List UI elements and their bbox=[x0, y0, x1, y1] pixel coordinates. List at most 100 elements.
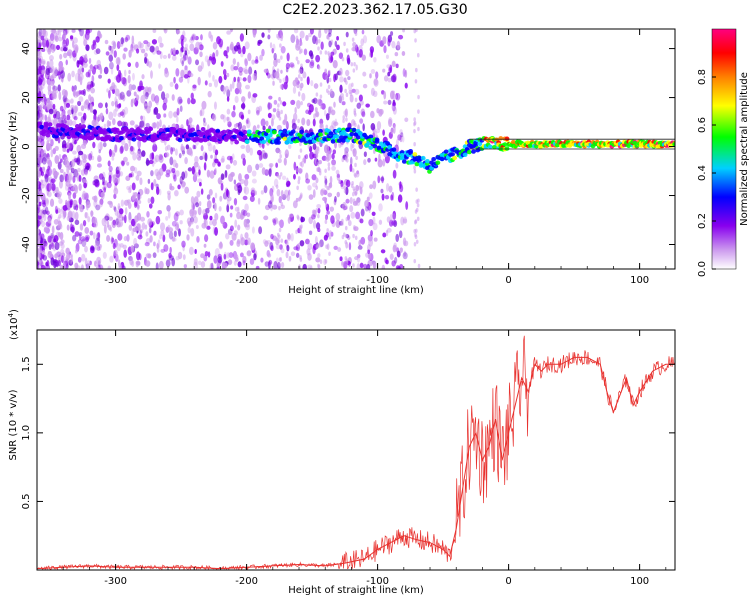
spectrogram-noise-cell bbox=[72, 184, 78, 192]
spectrogram-noise-cell bbox=[247, 91, 252, 99]
spectrogram-noise-cell bbox=[244, 232, 249, 239]
spectrogram-noise-cell bbox=[47, 165, 51, 171]
spectrogram-noise-cell bbox=[319, 123, 323, 129]
spectrogram-noise-cell bbox=[59, 168, 64, 174]
spectrogram-noise-cell bbox=[136, 193, 142, 200]
spectrogram-noise-cell bbox=[47, 217, 52, 224]
spectrogram-noise-cell bbox=[154, 154, 160, 163]
spectrogram-noise-cell bbox=[59, 180, 63, 189]
spectrogram-noise-cell bbox=[116, 74, 122, 83]
spectrogram-noise-cell bbox=[272, 43, 276, 52]
spectrogram-noise-cell bbox=[374, 131, 378, 139]
spectrogram-noise-cell bbox=[47, 84, 52, 92]
snr-y-scale-prefix: (x10 bbox=[9, 317, 20, 340]
spectrogram-noise-cell bbox=[89, 260, 92, 266]
spectrogram-noise-cell bbox=[341, 96, 345, 101]
spectrogram-x-ticks: -300 -200 -100 0 100 bbox=[36, 29, 667, 286]
spectrogram-noise-cell bbox=[227, 121, 232, 128]
spectrogram-noise-cell bbox=[214, 158, 219, 164]
spectrogram-noise-cell bbox=[365, 206, 369, 212]
spectrogram-noise-cell bbox=[158, 188, 162, 196]
spectrogram-noise-cell bbox=[328, 69, 331, 75]
spectrogram-noise-cell bbox=[67, 109, 73, 116]
spectrogram-noise-cell bbox=[390, 128, 394, 135]
spectrogram-noise-cell bbox=[395, 63, 399, 69]
spectrogram-noise-cell bbox=[84, 211, 88, 219]
spectrogram-noise-cell bbox=[115, 57, 121, 65]
spectrogram-noise-cell bbox=[119, 208, 124, 215]
spectrogram-noise-cell bbox=[85, 193, 89, 201]
spectrogram-noise-cell bbox=[220, 158, 225, 163]
spectrogram-noise-cell bbox=[207, 251, 211, 258]
spectrogram-noise-cell bbox=[278, 206, 281, 211]
spectrogram-noise-cell bbox=[73, 156, 77, 161]
spectrogram-noise-cell bbox=[272, 218, 277, 226]
spectrogram-noise-cell bbox=[363, 151, 367, 158]
spectrogram-noise-cell bbox=[226, 200, 230, 206]
spectrogram-noise-cell bbox=[296, 214, 300, 220]
spectrogram-noise-cell bbox=[144, 91, 149, 100]
spectrogram-noise-cell bbox=[325, 113, 330, 121]
spectrogram-noise-cell bbox=[249, 147, 254, 156]
spectrogram-noise-cell bbox=[413, 29, 417, 34]
spectrogram-noise-cell bbox=[382, 68, 386, 73]
spectrogram-noise-cell bbox=[91, 119, 97, 127]
spectrogram-noise-cell bbox=[207, 200, 212, 209]
spectrogram-noise-cell bbox=[327, 166, 331, 171]
spectrogram-noise-cell bbox=[288, 213, 294, 218]
spectrogram-noise-cell bbox=[297, 60, 300, 65]
spectrogram-noise-cell bbox=[75, 171, 79, 179]
spectrogram-noise-cell bbox=[217, 177, 223, 185]
spectrogram-noise-cell bbox=[147, 61, 153, 68]
spectrogram-noise-cell bbox=[299, 148, 303, 153]
spectrogram-noise-cell bbox=[256, 149, 262, 156]
spectrogram-noise-cell bbox=[362, 83, 368, 89]
spectrogram-noise-cell bbox=[52, 168, 57, 176]
spectrogram-noise-cell bbox=[229, 155, 233, 164]
spectrogram-noise-cell bbox=[77, 167, 81, 173]
spectrogram-noise-cell bbox=[166, 204, 171, 212]
spectrogram-noise-cell bbox=[54, 241, 60, 251]
spectrogram-ridge-cell bbox=[349, 131, 355, 137]
spectrogram-noise-cell bbox=[270, 193, 275, 202]
spectrogram-noise-cell bbox=[130, 99, 134, 108]
spectrogram-noise-cell bbox=[72, 234, 77, 242]
spectrogram-noise-cell bbox=[232, 80, 235, 89]
spectrogram-noise-cell bbox=[295, 56, 299, 61]
spectrogram-noise-cell bbox=[392, 169, 397, 179]
spectrogram-noise-cell bbox=[165, 226, 170, 233]
spectrogram-noise-cell bbox=[331, 165, 336, 171]
spectrogram-noise-cell bbox=[199, 109, 203, 117]
spectrogram-noise-cell bbox=[359, 218, 364, 224]
spectrogram-noise-cell bbox=[351, 82, 354, 88]
spectrogram-noise-cell bbox=[108, 111, 114, 120]
spectrogram-noise-cell bbox=[184, 186, 190, 194]
spectrogram-noise-cell bbox=[361, 29, 365, 35]
spectrogram-noise-cell bbox=[121, 160, 125, 167]
spectrogram-noise-cell bbox=[137, 199, 142, 205]
spectrogram-noise-cell bbox=[37, 195, 41, 202]
spectrogram-noise-cell bbox=[130, 165, 136, 172]
spectrogram-noise-cell bbox=[74, 46, 79, 54]
spectrogram-noise-cell bbox=[186, 148, 190, 155]
spectrogram-noise-cell bbox=[105, 212, 110, 220]
spectrogram-noise-cell bbox=[387, 77, 392, 83]
spectrogram-noise-cell bbox=[103, 216, 108, 223]
spectrogram-noise-cell bbox=[38, 90, 42, 99]
spectrogram-noise-cell bbox=[245, 119, 249, 124]
spectrogram-noise-cell bbox=[278, 116, 282, 121]
spectrogram-noise-cell bbox=[251, 59, 256, 65]
spectrogram-noise-cell bbox=[353, 172, 357, 177]
spectrogram-noise-cell bbox=[53, 260, 57, 269]
spectrogram-noise-cell bbox=[326, 151, 329, 157]
spectrogram-noise-cell bbox=[350, 62, 354, 67]
spectrogram-ridge-cell bbox=[267, 133, 273, 138]
spectrogram-noise-cell bbox=[377, 159, 383, 168]
colorbar-tick-label: 0.8 bbox=[697, 69, 708, 85]
spectrogram-noise-cell bbox=[190, 227, 195, 237]
spectrogram-noise-cell bbox=[65, 59, 68, 66]
spectrogram-noise-cell bbox=[392, 73, 397, 83]
spectrogram-noise-cell bbox=[396, 40, 401, 50]
spectrogram-noise-cell bbox=[165, 259, 171, 267]
spectrogram-noise-cell bbox=[370, 87, 375, 96]
